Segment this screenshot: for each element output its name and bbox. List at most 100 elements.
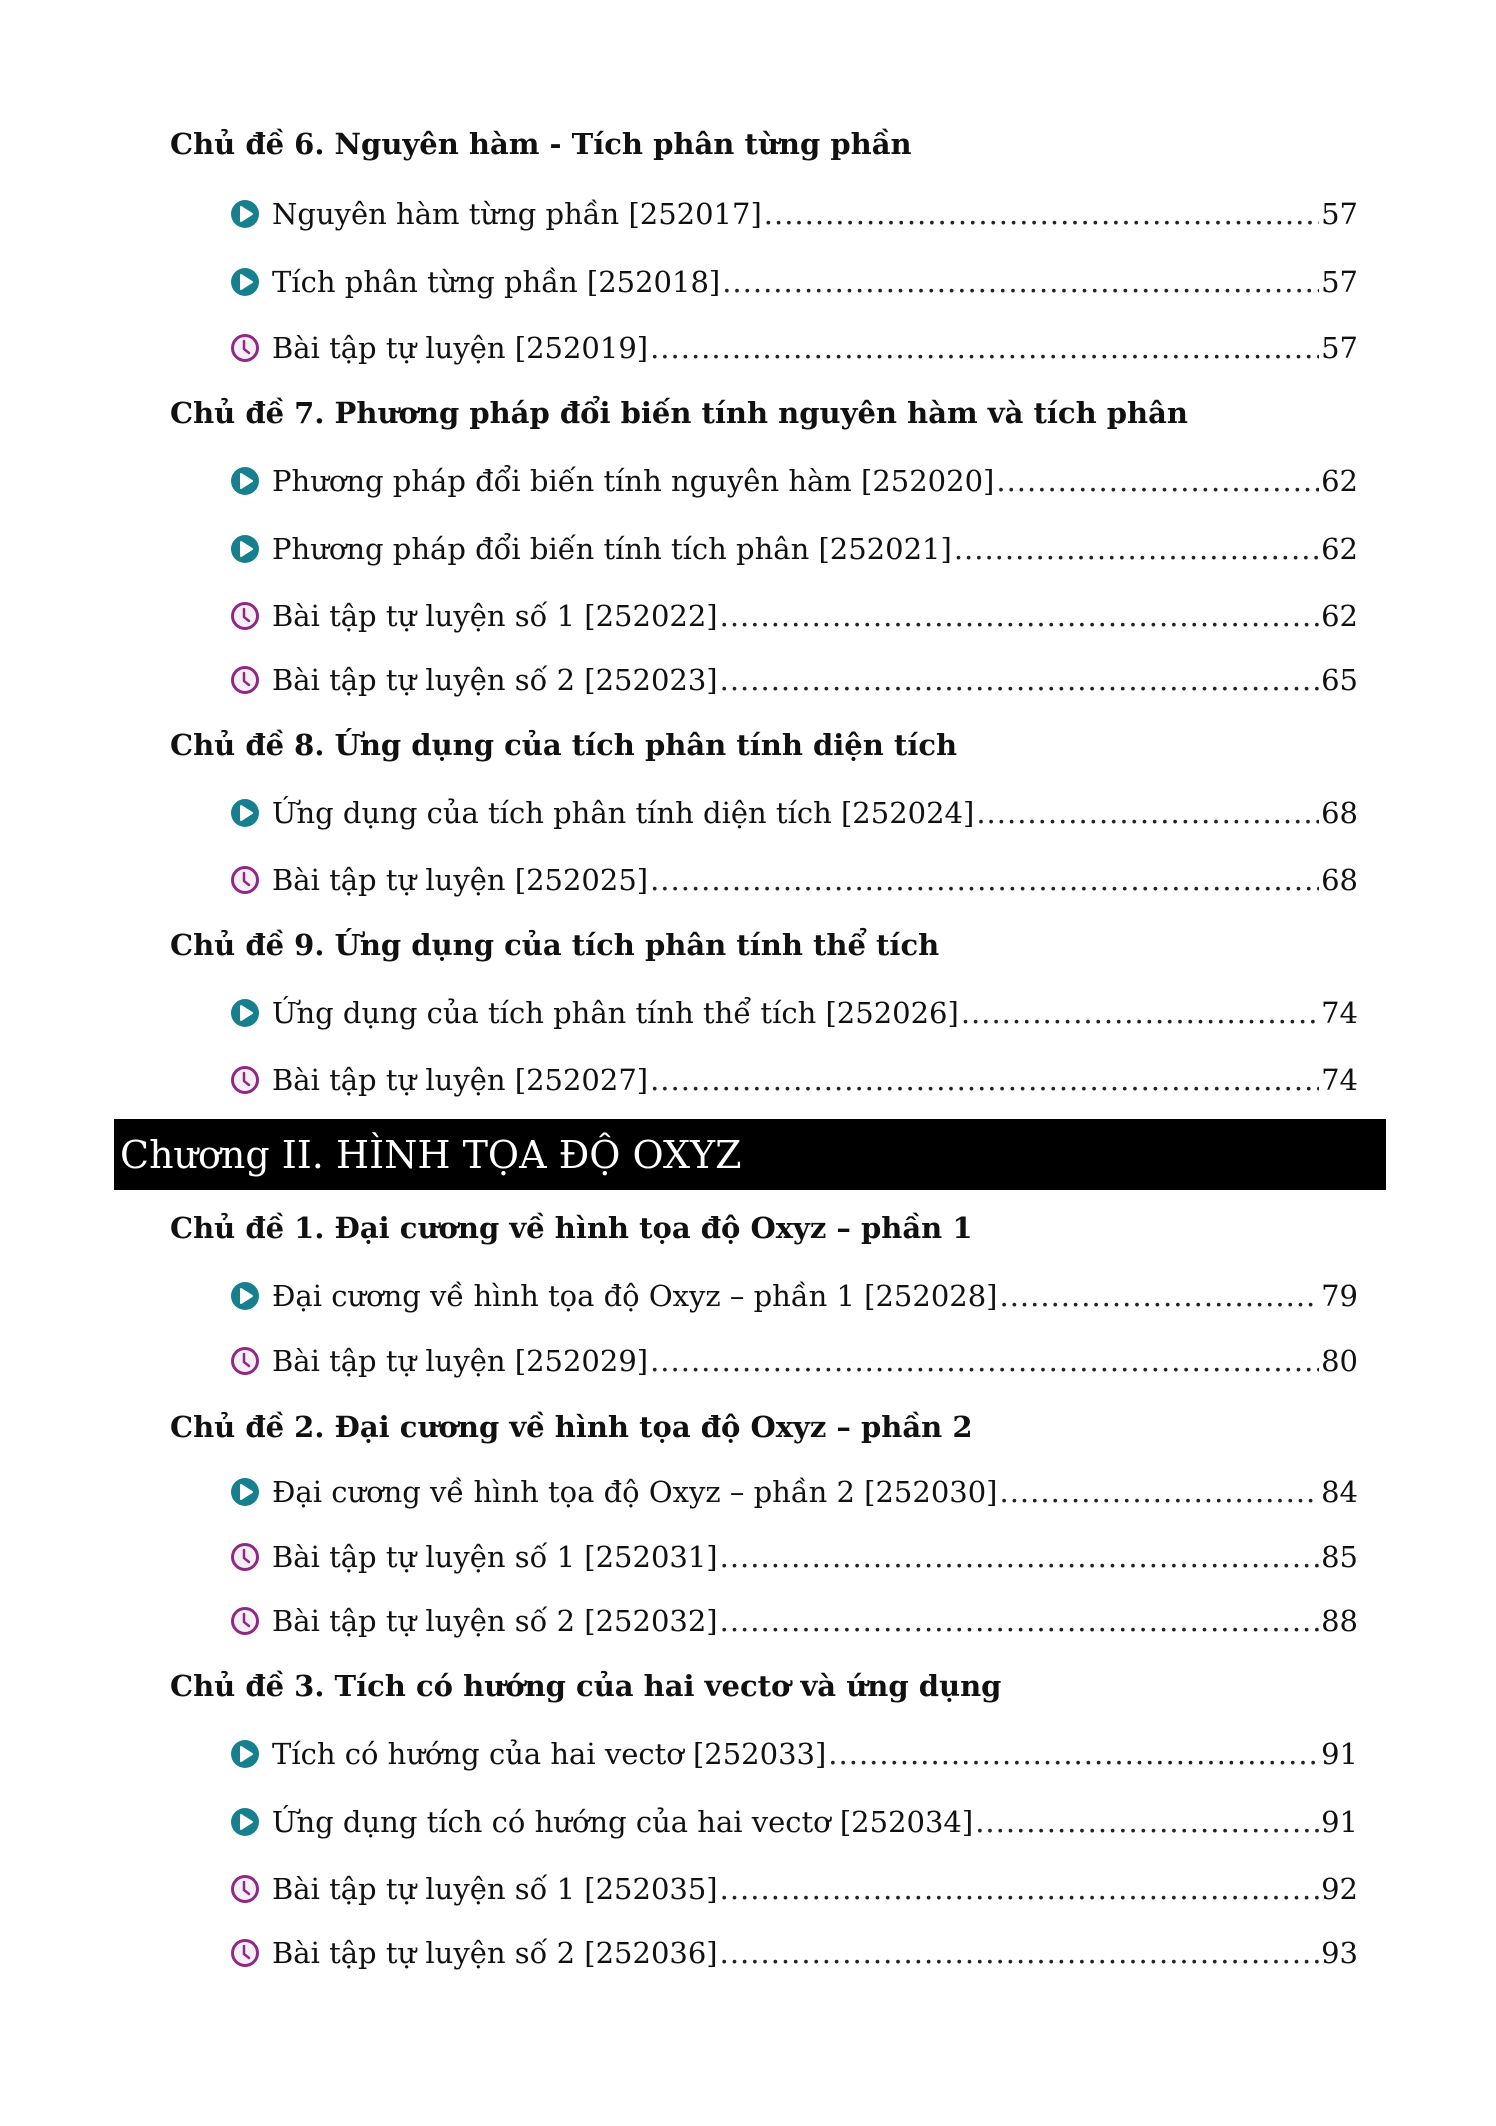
clock-icon [230,1874,260,1904]
entry-title: Tích có hướng của hai vectơ [252033] [272,1737,827,1771]
dot-leader: ........................................… [960,996,1319,1030]
page-number: 80 [1321,1344,1358,1378]
toc-entry[interactable]: Bài tập tự luyện số 2 [252032]..........… [230,1599,1358,1643]
play-icon [230,1739,260,1769]
toc-entry[interactable]: Bài tập tự luyện số 1 [252022]..........… [230,594,1358,638]
toc-entry[interactable]: Đại cương về hình tọa độ Oxyz – phần 2 [… [230,1470,1358,1514]
toc-entry[interactable]: Bài tập tự luyện số 1 [252035]..........… [230,1867,1358,1911]
dot-leader: ........................................… [999,1475,1320,1509]
play-icon [230,267,260,297]
toc-entry[interactable]: Bài tập tự luyện [252019]...............… [230,326,1358,370]
entry-title: Bài tập tự luyện [252027] [272,1063,649,1097]
toc-entry[interactable]: Tích phân từng phần [252018]............… [230,260,1358,304]
page-number: 85 [1321,1540,1358,1574]
dot-leader: ........................................… [722,265,1319,299]
play-icon [230,998,260,1028]
toc-entry[interactable]: Ứng dụng tích có hướng của hai vectơ [25… [230,1800,1358,1844]
entry-title: Bài tập tự luyện số 1 [252031] [272,1540,718,1574]
topic-heading: Chủ đề 2. Đại cương về hình tọa độ Oxyz … [170,1410,973,1444]
dot-leader: ........................................… [650,331,1319,365]
page-number: 57 [1321,265,1358,299]
entry-title: Đại cương về hình tọa độ Oxyz – phần 2 [… [272,1475,998,1509]
toc-entry[interactable]: Bài tập tự luyện [252029]...............… [230,1339,1358,1383]
dot-leader: ........................................… [650,1063,1319,1097]
play-icon [230,1477,260,1507]
toc-entry[interactable]: Tích có hướng của hai vectơ [252033]....… [230,1732,1358,1776]
clock-icon [230,333,260,363]
entry-title: Bài tập tự luyện số 2 [252036] [272,1936,718,1970]
play-icon [230,199,260,229]
page-number: 68 [1321,863,1358,897]
topic-heading: Chủ đề 3. Tích có hướng của hai vectơ và… [170,1669,1002,1703]
toc-entry[interactable]: Bài tập tự luyện số 1 [252031]..........… [230,1535,1358,1579]
dot-leader: ........................................… [953,532,1319,566]
topic-heading: Chủ đề 6. Nguyên hàm - Tích phân từng ph… [170,127,912,161]
page-number: 91 [1321,1737,1358,1771]
clock-icon [230,601,260,631]
page-number: 62 [1321,532,1358,566]
dot-leader: ........................................… [975,1805,1319,1839]
entry-title: Bài tập tự luyện số 1 [252022] [272,599,718,633]
chapter-heading: Chương II. HÌNH TỌA ĐỘ OXYZ [114,1119,1386,1190]
play-icon [230,534,260,564]
toc-entry[interactable]: Ứng dụng của tích phân tính diện tích [2… [230,791,1358,835]
play-icon [230,1807,260,1837]
dot-leader: ........................................… [719,1604,1319,1638]
toc-entry[interactable]: Ứng dụng của tích phân tính thể tích [25… [230,991,1358,1035]
clock-icon [230,865,260,895]
entry-title: Nguyên hàm từng phần [252017] [272,197,762,231]
entry-title: Bài tập tự luyện [252029] [272,1344,649,1378]
topic-heading: Chủ đề 7. Phương pháp đổi biến tính nguy… [170,396,1188,430]
dot-leader: ........................................… [650,863,1319,897]
entry-title: Bài tập tự luyện [252019] [272,331,649,365]
entry-title: Ứng dụng của tích phân tính thể tích [25… [272,996,959,1030]
toc-entry[interactable]: Bài tập tự luyện [252025]...............… [230,858,1358,902]
toc-entry[interactable]: Bài tập tự luyện [252027]...............… [230,1058,1358,1102]
clock-icon [230,1938,260,1968]
dot-leader: ........................................… [719,599,1319,633]
entry-title: Đại cương về hình tọa độ Oxyz – phần 1 [… [272,1279,998,1313]
page-number: 62 [1321,464,1358,498]
dot-leader: ........................................… [719,1872,1319,1906]
clock-icon [230,1065,260,1095]
page-number: 91 [1321,1805,1358,1839]
page-number: 79 [1321,1279,1358,1313]
clock-icon [230,665,260,695]
page-number: 92 [1321,1872,1358,1906]
toc-entry[interactable]: Đại cương về hình tọa độ Oxyz – phần 1 [… [230,1274,1358,1318]
page-number: 65 [1321,663,1358,697]
entry-title: Ứng dụng tích có hướng của hai vectơ [25… [272,1805,974,1839]
entry-title: Phương pháp đổi biến tính nguyên hàm [25… [272,464,995,498]
entry-title: Bài tập tự luyện [252025] [272,863,649,897]
toc-entry[interactable]: Nguyên hàm từng phần [252017]...........… [230,192,1358,236]
entry-title: Bài tập tự luyện số 2 [252032] [272,1604,718,1638]
entry-title: Tích phân từng phần [252018] [272,265,721,299]
toc-entry[interactable]: Bài tập tự luyện số 2 [252036]..........… [230,1931,1358,1975]
dot-leader: ........................................… [763,197,1319,231]
play-icon [230,1281,260,1311]
toc-entry[interactable]: Bài tập tự luyện số 2 [252023]..........… [230,658,1358,702]
page-number: 84 [1321,1475,1358,1509]
entry-title: Ứng dụng của tích phân tính diện tích [2… [272,796,975,830]
play-icon [230,798,260,828]
page-number: 57 [1321,197,1358,231]
dot-leader: ........................................… [828,1737,1320,1771]
page-number: 57 [1321,331,1358,365]
clock-icon [230,1606,260,1636]
dot-leader: ........................................… [719,1936,1319,1970]
dot-leader: ........................................… [999,1279,1320,1313]
dot-leader: ........................................… [976,796,1319,830]
dot-leader: ........................................… [719,663,1319,697]
entry-title: Phương pháp đổi biến tính tích phân [252… [272,532,952,566]
dot-leader: ........................................… [650,1344,1319,1378]
page-number: 68 [1321,796,1358,830]
page-number: 88 [1321,1604,1358,1638]
entry-title: Bài tập tự luyện số 2 [252023] [272,663,718,697]
topic-heading: Chủ đề 8. Ứng dụng của tích phân tính di… [170,728,958,762]
play-icon [230,466,260,496]
toc-entry[interactable]: Phương pháp đổi biến tính tích phân [252… [230,527,1358,571]
topic-heading: Chủ đề 9. Ứng dụng của tích phân tính th… [170,928,940,962]
page-number: 93 [1321,1936,1358,1970]
toc-entry[interactable]: Phương pháp đổi biến tính nguyên hàm [25… [230,459,1358,503]
page-number: 62 [1321,599,1358,633]
